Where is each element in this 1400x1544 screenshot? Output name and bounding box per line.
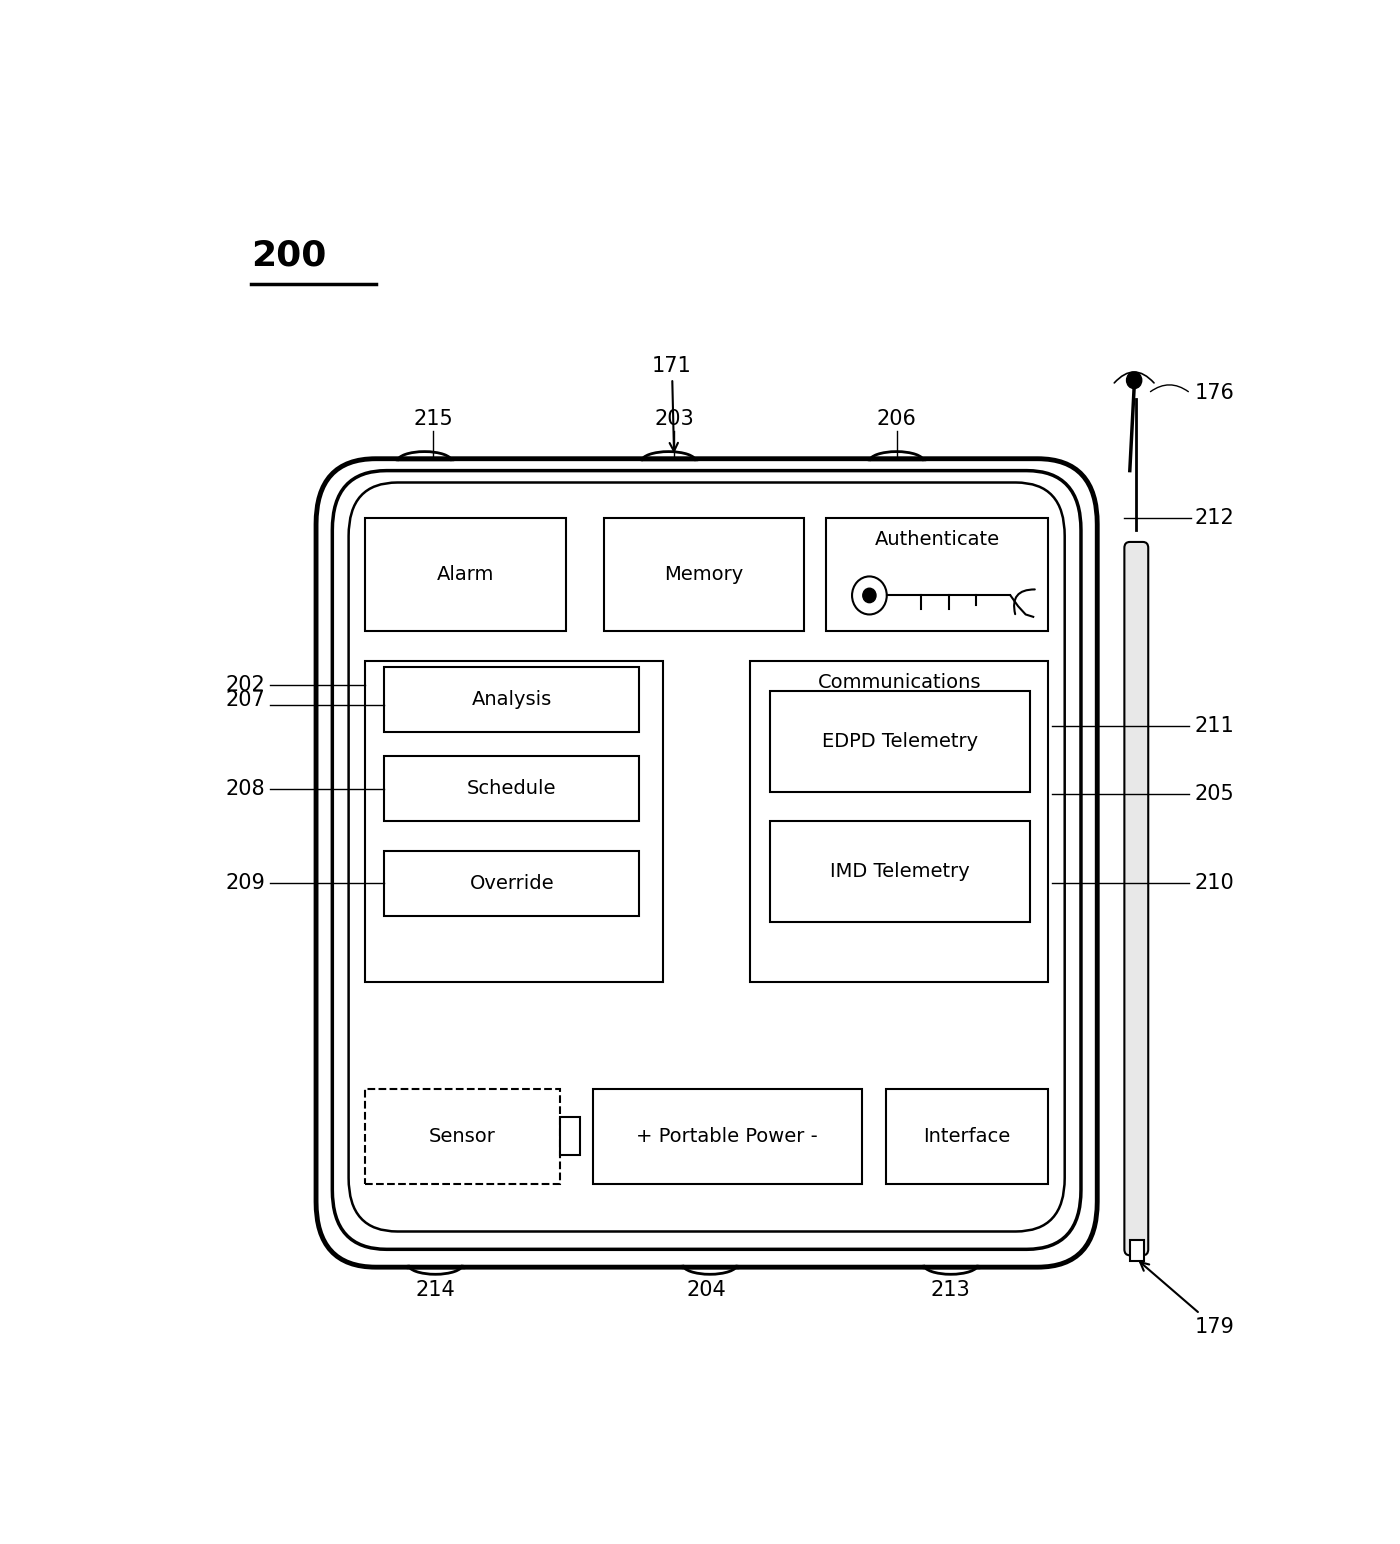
Bar: [385, 851, 640, 917]
Text: 176: 176: [1196, 383, 1235, 403]
Text: Communications: Communications: [818, 673, 981, 692]
Text: 207: 207: [225, 690, 265, 710]
Text: Memory: Memory: [665, 565, 743, 584]
Text: 215: 215: [413, 409, 454, 429]
FancyBboxPatch shape: [349, 482, 1065, 1232]
Text: 179: 179: [1140, 1261, 1235, 1337]
Text: Authenticate: Authenticate: [875, 530, 1000, 550]
FancyBboxPatch shape: [332, 471, 1081, 1249]
Bar: [385, 757, 640, 821]
Text: 202: 202: [225, 675, 265, 695]
Bar: [886, 1089, 1049, 1184]
Text: IMD Telemetry: IMD Telemetry: [830, 863, 970, 882]
FancyBboxPatch shape: [316, 459, 1098, 1268]
Bar: [560, 1118, 580, 1155]
Text: 210: 210: [1196, 874, 1235, 892]
Text: 208: 208: [225, 780, 265, 800]
Text: 212: 212: [1196, 508, 1235, 528]
Text: 213: 213: [931, 1280, 970, 1300]
Bar: [770, 821, 1030, 922]
Text: Analysis: Analysis: [472, 690, 552, 709]
Text: 203: 203: [654, 409, 694, 429]
Text: Override: Override: [469, 874, 554, 894]
Bar: [592, 1089, 862, 1184]
Text: 204: 204: [687, 1280, 727, 1300]
Bar: [826, 519, 1049, 631]
Bar: [365, 1089, 560, 1184]
Text: EDPD Telemetry: EDPD Telemetry: [822, 732, 977, 750]
Text: Processor: Processor: [468, 673, 561, 692]
Bar: [603, 519, 804, 631]
Bar: [365, 661, 664, 982]
Bar: [365, 519, 566, 631]
Text: 205: 205: [1196, 784, 1235, 804]
Bar: [1130, 1240, 1144, 1261]
Text: Schedule: Schedule: [468, 780, 557, 798]
Text: Interface: Interface: [924, 1127, 1011, 1146]
Text: 206: 206: [876, 409, 917, 429]
Text: 211: 211: [1196, 716, 1235, 736]
Text: 171: 171: [652, 355, 692, 451]
Text: 200: 200: [251, 239, 326, 273]
Bar: [385, 667, 640, 732]
Text: + Portable Power -: + Portable Power -: [637, 1127, 818, 1146]
Bar: [770, 690, 1030, 792]
Bar: [750, 661, 1049, 982]
Text: Alarm: Alarm: [437, 565, 494, 584]
FancyBboxPatch shape: [1124, 542, 1148, 1255]
Circle shape: [862, 588, 876, 602]
Text: 214: 214: [416, 1280, 455, 1300]
Text: 209: 209: [225, 874, 265, 892]
Text: Sensor: Sensor: [428, 1127, 496, 1146]
Circle shape: [1127, 372, 1142, 389]
